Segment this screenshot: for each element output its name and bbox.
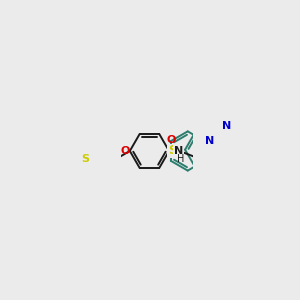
Text: S: S <box>168 145 177 158</box>
Text: N: N <box>222 121 232 131</box>
Text: S: S <box>82 154 90 164</box>
Text: H: H <box>176 154 184 164</box>
Text: N: N <box>205 136 214 146</box>
Text: N: N <box>174 146 183 156</box>
Text: O: O <box>120 146 130 156</box>
Text: O: O <box>167 135 176 145</box>
